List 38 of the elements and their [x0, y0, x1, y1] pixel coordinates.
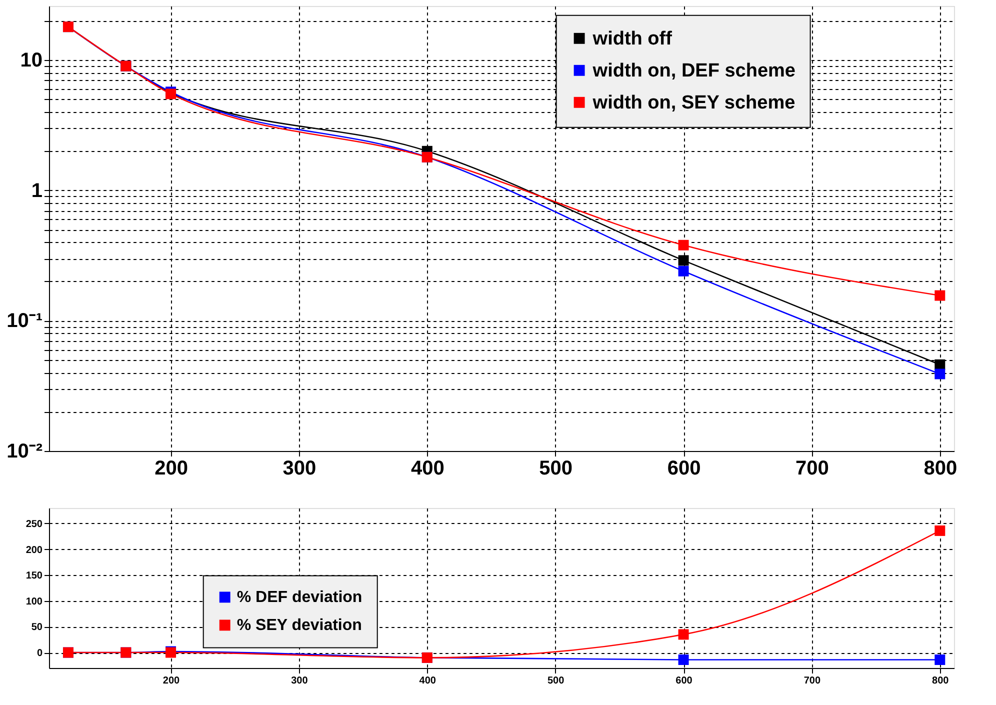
point — [934, 654, 946, 665]
x-tick-label: 500 — [539, 458, 573, 480]
y-tick-label: 150 — [26, 570, 43, 582]
point — [678, 629, 689, 640]
legend-label: % SEY deviation — [236, 617, 362, 634]
x-tick-label: 500 — [547, 676, 565, 686]
point — [678, 240, 689, 250]
point — [678, 255, 689, 266]
point — [678, 266, 689, 276]
point — [934, 290, 946, 301]
point — [934, 525, 946, 536]
point — [934, 368, 946, 380]
y-tick-label: 10⁻¹ — [6, 310, 43, 332]
y-tick-label: 100 — [26, 596, 43, 608]
x-tick-label: 400 — [419, 676, 436, 686]
x-tick-label: 300 — [282, 458, 316, 480]
y-tick-label: 200 — [26, 544, 43, 556]
legend-label: width on, SEY scheme — [592, 92, 796, 114]
x-tick-label: 600 — [676, 676, 693, 686]
y-tick-label: 10 — [20, 50, 42, 72]
x-tick-label: 200 — [154, 458, 188, 480]
x-tick-label: 300 — [291, 676, 308, 686]
x-tick-label: 700 — [804, 676, 821, 686]
x-tick-label: 600 — [667, 458, 701, 480]
x-tick-label: 700 — [796, 458, 829, 480]
y-tick-label: 0 — [36, 648, 43, 660]
x-tick-label: 800 — [924, 458, 958, 480]
y-tick-label: 250 — [26, 518, 43, 530]
y-tick-label: 10⁻² — [6, 440, 43, 462]
legend-label: width on, DEF scheme — [592, 60, 796, 82]
point — [678, 654, 689, 665]
x-tick-label: 200 — [162, 676, 180, 686]
x-tick-label: 400 — [410, 458, 444, 480]
y-tick-label: 50 — [31, 622, 43, 634]
x-tick-label: 800 — [932, 676, 950, 686]
legend-label: % DEF deviation — [236, 589, 362, 606]
legend-label: width off — [592, 28, 673, 50]
y-tick-label: 1 — [31, 180, 42, 202]
